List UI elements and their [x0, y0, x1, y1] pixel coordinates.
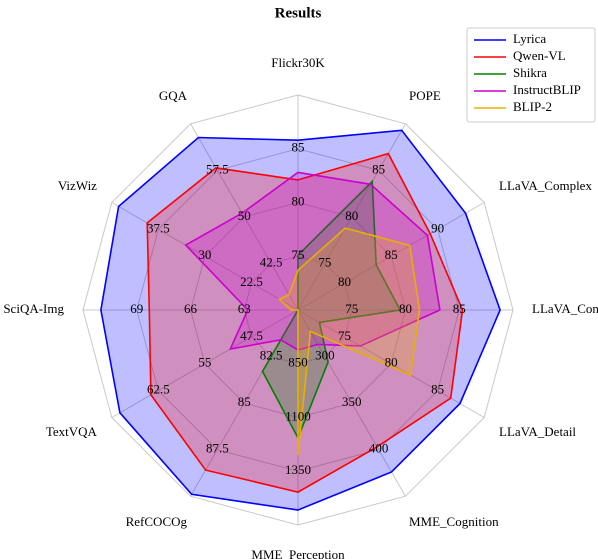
tick-label: 85	[431, 382, 444, 397]
legend-box	[466, 27, 596, 123]
legend-label: BLIP-2	[513, 99, 552, 114]
tick-label: 50	[238, 208, 251, 223]
tick-label: 85	[292, 140, 305, 155]
tick-label: 80	[345, 208, 358, 223]
tick-label: 350	[342, 394, 362, 409]
axis-label: LLaVA_Complex	[499, 178, 592, 193]
legend-label: Shikra	[513, 65, 547, 80]
tick-label: 30	[198, 247, 211, 262]
tick-label: 90	[431, 220, 444, 235]
tick-label: 55	[198, 355, 211, 370]
tick-label: 1100	[285, 408, 311, 423]
tick-label: 75	[292, 247, 305, 262]
axis-label: TextVQA	[46, 424, 98, 439]
tick-label: 80	[292, 193, 305, 208]
tick-label: 69	[130, 301, 143, 316]
series-area	[278, 227, 421, 455]
legend-label: Qwen-VL	[513, 48, 566, 63]
tick-label: 66	[184, 301, 198, 316]
axis-label: MME_Perception	[251, 547, 345, 559]
spoke	[297, 309, 485, 418]
tick-label: 87.5	[206, 441, 229, 456]
tick-label: 37.5	[147, 220, 170, 235]
tick-label: 85	[453, 301, 466, 316]
tick-label: 80	[399, 301, 412, 316]
axis-label: MME_Cognition	[409, 514, 499, 529]
tick-label: 80	[385, 355, 398, 370]
axis-label: GQA	[159, 88, 188, 103]
tick-label: 22.5	[240, 274, 263, 289]
tick-label: 400	[369, 441, 389, 456]
axis-label: SciQA-Img	[3, 301, 64, 316]
spoke	[111, 309, 299, 418]
tick-label: 300	[315, 348, 335, 363]
tick-label: 80	[338, 274, 351, 289]
series-area	[100, 129, 501, 511]
tick-label: 85	[385, 247, 398, 262]
chart-title: Results	[275, 5, 322, 21]
tick-label: 57.5	[206, 161, 229, 176]
spoke	[111, 202, 299, 311]
spoke	[297, 309, 406, 497]
label-layer: 75 80 85 75 80 85 80 85 90 75 80 85 75 80 85 300 350 400 8…	[3, 55, 598, 559]
legend: Lyrica Qwen-VL Shikra InstructBLIP BLIP-2	[466, 27, 596, 123]
tick-label: 75	[318, 254, 331, 269]
axis-label: RefCOCOg	[126, 514, 188, 529]
series-layer	[100, 129, 501, 511]
tick-label: 85	[372, 161, 385, 176]
tick-label: 75	[345, 301, 358, 316]
tick-label: 85	[238, 394, 251, 409]
tick-label: 1350	[285, 462, 311, 477]
tick-label: 63	[238, 301, 251, 316]
tick-label: 75	[338, 328, 351, 343]
axis-label: LLaVA_Detail	[499, 424, 576, 439]
spoke	[190, 123, 299, 311]
axis-label: LLaVA_Conv	[532, 301, 598, 316]
axis-label: VizWiz	[58, 178, 97, 193]
spoke	[297, 202, 485, 311]
tick-label: 850	[288, 355, 308, 370]
legend-label: InstructBLIP	[513, 82, 581, 97]
tick-label: 62.5	[147, 382, 170, 397]
tick-label: 82.5	[260, 348, 283, 363]
axis-label: POPE	[409, 88, 441, 103]
axis-label: Flickr30K	[271, 55, 325, 70]
tick-label: 42.5	[260, 254, 283, 269]
tick-label: 47.5	[240, 328, 263, 343]
legend-label: Lyrica	[513, 31, 546, 46]
spoke	[297, 123, 406, 311]
